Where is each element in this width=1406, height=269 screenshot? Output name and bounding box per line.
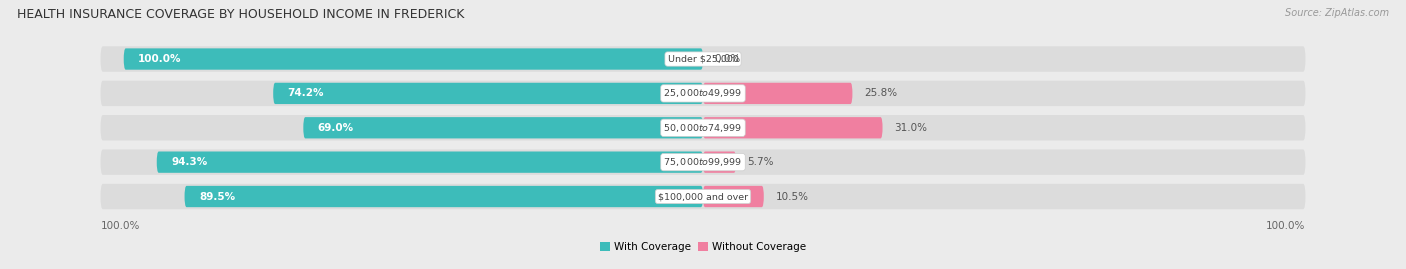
Text: Source: ZipAtlas.com: Source: ZipAtlas.com: [1285, 8, 1389, 18]
Text: 89.5%: 89.5%: [200, 192, 235, 201]
Text: $50,000 to $74,999: $50,000 to $74,999: [664, 122, 742, 134]
Text: $100,000 and over: $100,000 and over: [658, 192, 748, 201]
Text: 25.8%: 25.8%: [865, 89, 897, 98]
Legend: With Coverage, Without Coverage: With Coverage, Without Coverage: [596, 238, 810, 256]
Text: 0.0%: 0.0%: [714, 54, 741, 64]
FancyBboxPatch shape: [100, 115, 1306, 140]
Text: 100.0%: 100.0%: [100, 221, 139, 231]
Text: 100.0%: 100.0%: [138, 54, 181, 64]
Text: 31.0%: 31.0%: [894, 123, 927, 133]
FancyBboxPatch shape: [273, 83, 703, 104]
FancyBboxPatch shape: [184, 186, 703, 207]
Text: 94.3%: 94.3%: [172, 157, 208, 167]
FancyBboxPatch shape: [156, 151, 703, 173]
Text: Under $25,000: Under $25,000: [668, 55, 738, 63]
FancyBboxPatch shape: [100, 46, 1306, 72]
FancyBboxPatch shape: [100, 184, 1306, 209]
FancyBboxPatch shape: [124, 48, 703, 70]
FancyBboxPatch shape: [703, 151, 735, 173]
Text: 69.0%: 69.0%: [318, 123, 354, 133]
FancyBboxPatch shape: [100, 81, 1306, 106]
FancyBboxPatch shape: [100, 150, 1306, 175]
Text: 100.0%: 100.0%: [1267, 221, 1306, 231]
FancyBboxPatch shape: [703, 186, 763, 207]
FancyBboxPatch shape: [703, 117, 883, 139]
FancyBboxPatch shape: [304, 117, 703, 139]
FancyBboxPatch shape: [703, 83, 852, 104]
Text: 10.5%: 10.5%: [776, 192, 808, 201]
Text: $75,000 to $99,999: $75,000 to $99,999: [664, 156, 742, 168]
Text: HEALTH INSURANCE COVERAGE BY HOUSEHOLD INCOME IN FREDERICK: HEALTH INSURANCE COVERAGE BY HOUSEHOLD I…: [17, 8, 464, 21]
Text: $25,000 to $49,999: $25,000 to $49,999: [664, 87, 742, 100]
Text: 74.2%: 74.2%: [288, 89, 325, 98]
Text: 5.7%: 5.7%: [748, 157, 775, 167]
